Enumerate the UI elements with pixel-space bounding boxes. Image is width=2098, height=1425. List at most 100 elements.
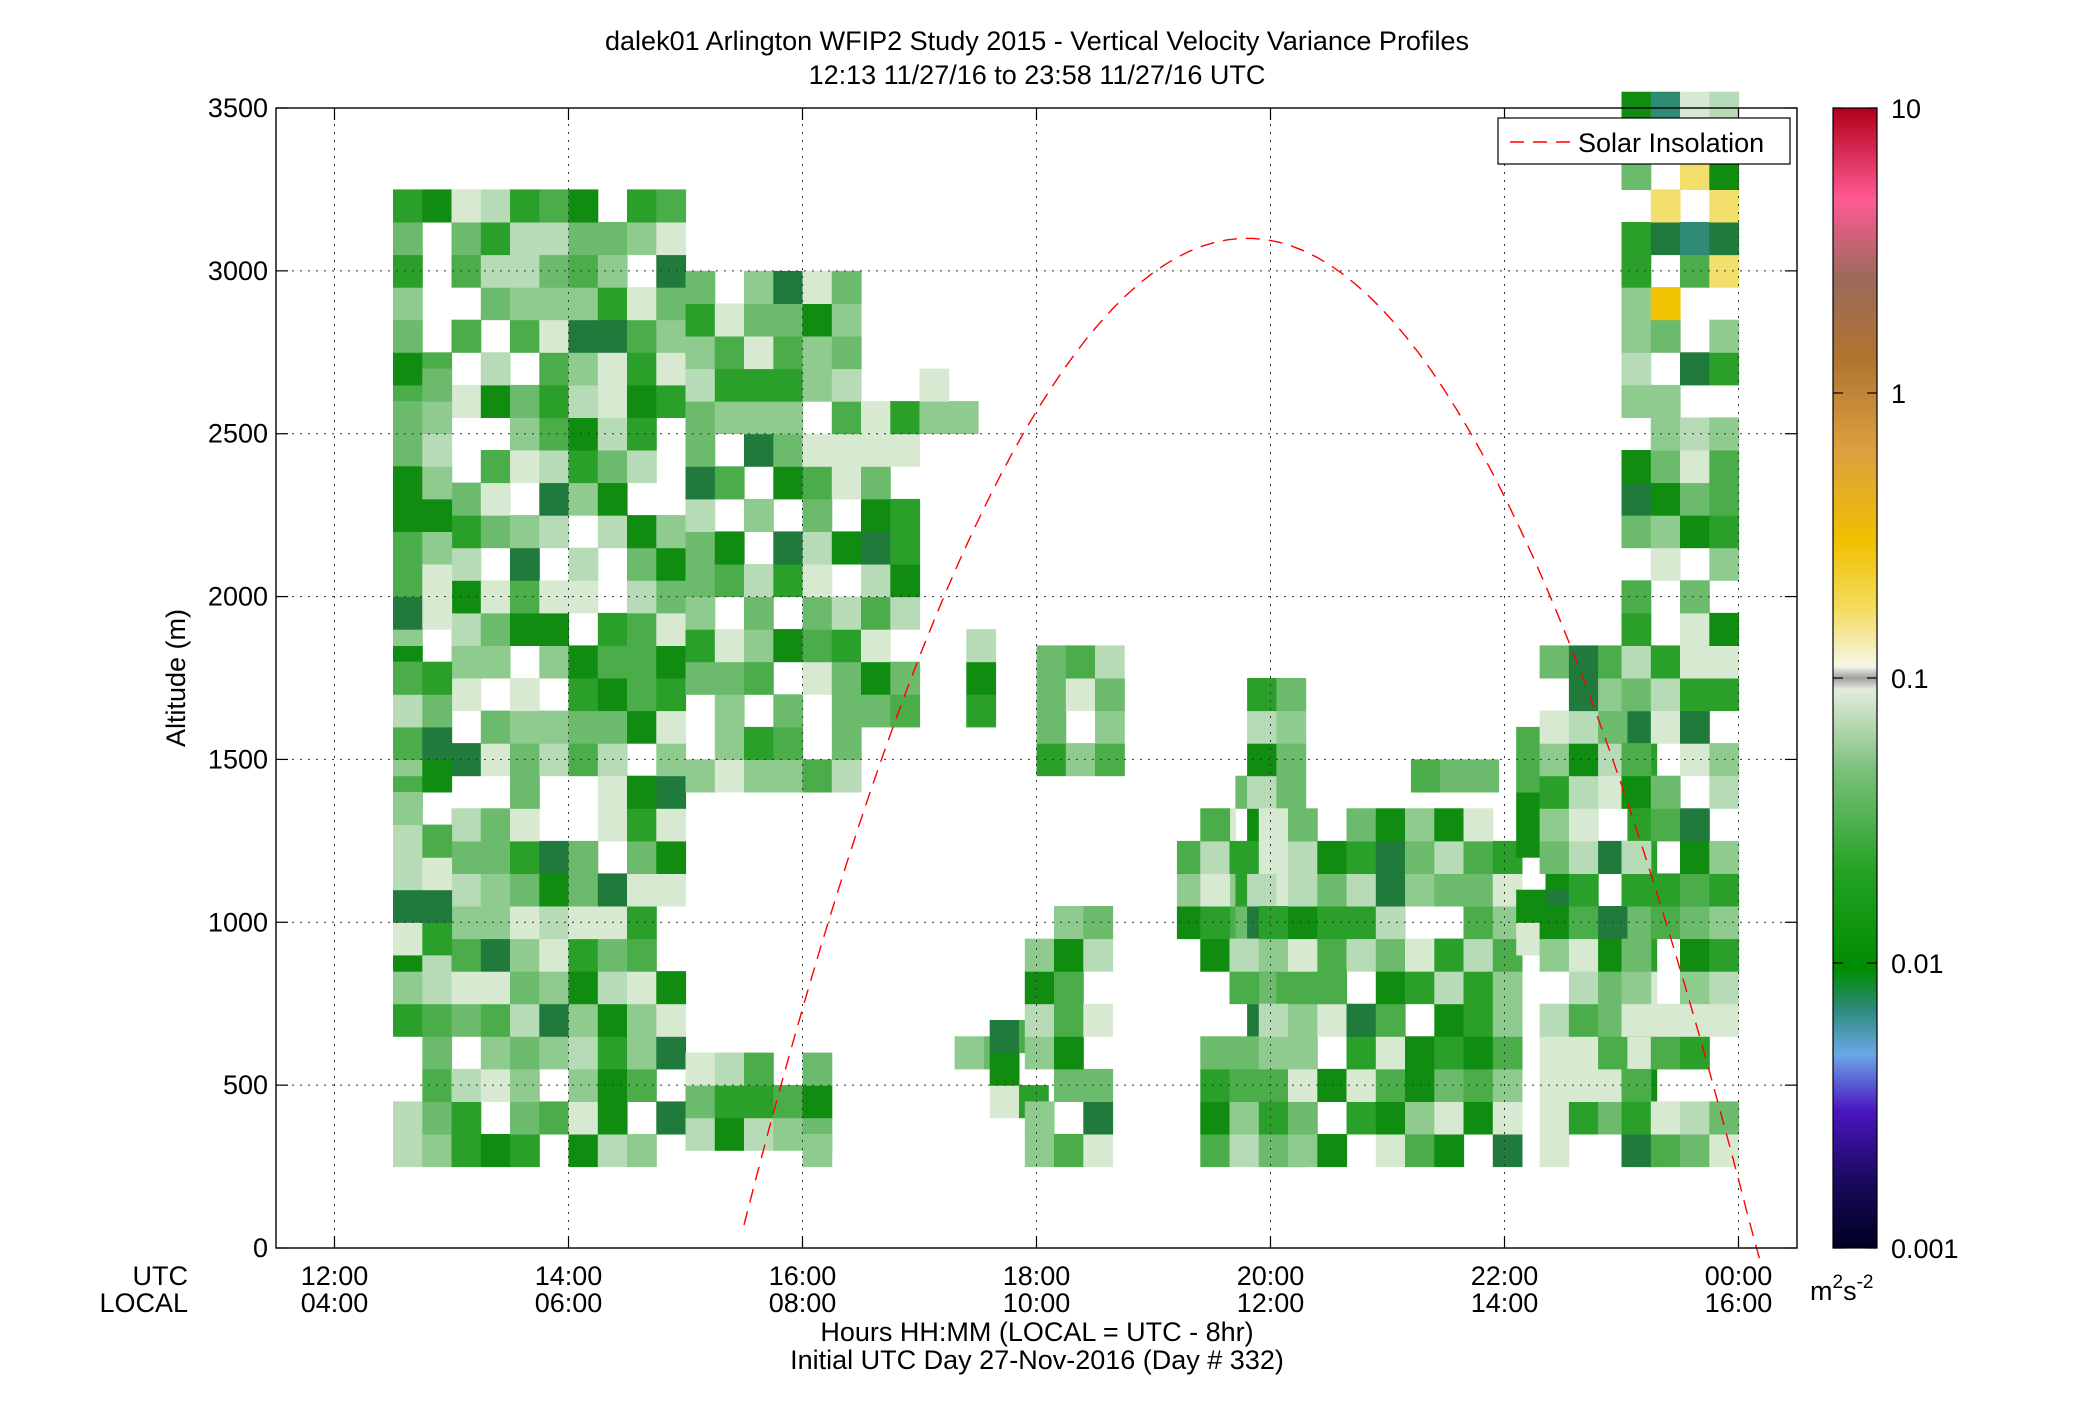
heatmap-cell — [1083, 1101, 1114, 1135]
heatmap-cell — [568, 938, 599, 972]
heatmap-cell — [773, 303, 804, 337]
heatmap-cell — [861, 694, 891, 728]
heatmap-cell — [861, 531, 891, 565]
heatmap-cell — [890, 596, 921, 630]
heatmap-cell — [831, 368, 862, 402]
heatmap-cell — [831, 303, 862, 337]
heatmap-cell — [451, 384, 482, 418]
heatmap-cell — [568, 450, 599, 484]
heatmap-cell — [539, 482, 570, 516]
heatmap-cell — [451, 938, 482, 972]
heatmap-cell — [714, 759, 745, 793]
x-tick-label-utc: 20:00 — [1237, 1261, 1305, 1291]
heatmap-cell — [1036, 678, 1067, 712]
heatmap-cell — [539, 450, 570, 484]
heatmap-cell — [539, 710, 570, 744]
heatmap-cell — [1375, 938, 1406, 972]
heatmap-cell — [1434, 1134, 1465, 1168]
heatmap-cell — [1405, 873, 1435, 907]
heatmap-cell — [1650, 515, 1681, 549]
heatmap-cell — [1650, 189, 1681, 223]
heatmap-cell — [1621, 352, 1652, 386]
x-tick-label-local: 06:00 — [535, 1288, 603, 1318]
heatmap-cell — [1258, 938, 1289, 972]
heatmap-cell — [1288, 1036, 1318, 1070]
heatmap-cell — [773, 336, 804, 370]
x-tick-label-local: 12:00 — [1237, 1288, 1305, 1318]
heatmap-cell — [451, 678, 482, 712]
heatmap-cell — [1709, 873, 1740, 907]
heatmap-cell — [510, 1003, 540, 1037]
heatmap-cell — [714, 368, 745, 402]
heatmap-cell — [568, 1101, 599, 1135]
heatmap-cell — [510, 515, 540, 549]
heatmap-cell — [1405, 1068, 1435, 1102]
heatmap-cell — [656, 515, 687, 549]
heatmap-cell — [451, 1003, 482, 1037]
heatmap-cell — [1258, 808, 1289, 842]
heatmap-cell — [1463, 938, 1494, 972]
heatmap-cell — [773, 401, 804, 435]
heatmap-cell — [510, 319, 540, 353]
heatmap-cell — [627, 938, 657, 972]
heatmap-cell — [1276, 710, 1307, 744]
heatmap-cell — [1054, 971, 1084, 1005]
heatmap-cell — [1440, 759, 1470, 793]
heatmap-cell — [1709, 1003, 1740, 1037]
heatmap-cell — [1288, 1003, 1318, 1037]
heatmap-cell — [597, 482, 628, 516]
heatmap-cell — [1621, 384, 1652, 418]
heatmap-cell — [1375, 840, 1406, 874]
heatmap-cell — [802, 498, 833, 532]
heatmap-cell — [1288, 808, 1318, 842]
heatmap-cell — [1065, 678, 1096, 712]
heatmap-cell — [1539, 808, 1570, 842]
heatmap-cell — [685, 1085, 716, 1119]
heatmap-cell — [1598, 710, 1628, 744]
heatmap-cell — [627, 906, 657, 940]
heatmap-cell — [1650, 287, 1681, 321]
heatmap-cell — [539, 1101, 570, 1135]
heatmap-cell — [539, 1036, 570, 1070]
heatmap-cell — [744, 498, 774, 532]
heatmap-cell — [744, 1085, 774, 1119]
heatmap-cell — [656, 222, 687, 256]
heatmap-cell — [1680, 450, 1710, 484]
heatmap-cell — [831, 466, 862, 500]
heatmap-cell — [744, 629, 774, 663]
heatmap-cell — [480, 710, 511, 744]
heatmap-cell — [1621, 938, 1652, 972]
heatmap-cell — [1200, 1134, 1231, 1168]
heatmap-cell — [393, 287, 423, 321]
heatmap-cell — [597, 352, 628, 386]
heatmap-cell — [597, 1003, 628, 1037]
heatmap-cell — [480, 515, 511, 549]
heatmap-cell — [714, 303, 745, 337]
heatmap-cell — [802, 303, 833, 337]
heatmap-cell — [1680, 1101, 1710, 1135]
heatmap-cell — [422, 1101, 453, 1135]
heatmap-cell — [1200, 1036, 1231, 1070]
heatmap-cell — [1405, 1101, 1435, 1135]
heatmap-cell — [568, 222, 599, 256]
heatmap-cell — [744, 270, 774, 304]
heatmap-cell — [802, 368, 833, 402]
heatmap-cell — [1200, 938, 1231, 972]
heatmap-cell — [656, 287, 687, 321]
heatmap-cell — [1492, 1134, 1523, 1168]
heatmap-cell — [1095, 645, 1125, 679]
heatmap-cell — [831, 433, 862, 467]
heatmap-cell — [1709, 319, 1740, 353]
x-tick-label-local: 08:00 — [769, 1288, 837, 1318]
heatmap-cell — [714, 694, 745, 728]
heatmap-cell — [1621, 287, 1652, 321]
heatmap-cell — [831, 270, 862, 304]
heatmap-cell — [627, 222, 657, 256]
heatmap-cell — [1434, 840, 1465, 874]
heatmap-cell — [1650, 873, 1681, 907]
heatmap-cell — [510, 287, 540, 321]
heatmap-cell — [861, 629, 891, 663]
heatmap-cell — [597, 450, 628, 484]
heatmap-cell — [1434, 1068, 1465, 1102]
heatmap-cell — [1680, 1036, 1710, 1070]
